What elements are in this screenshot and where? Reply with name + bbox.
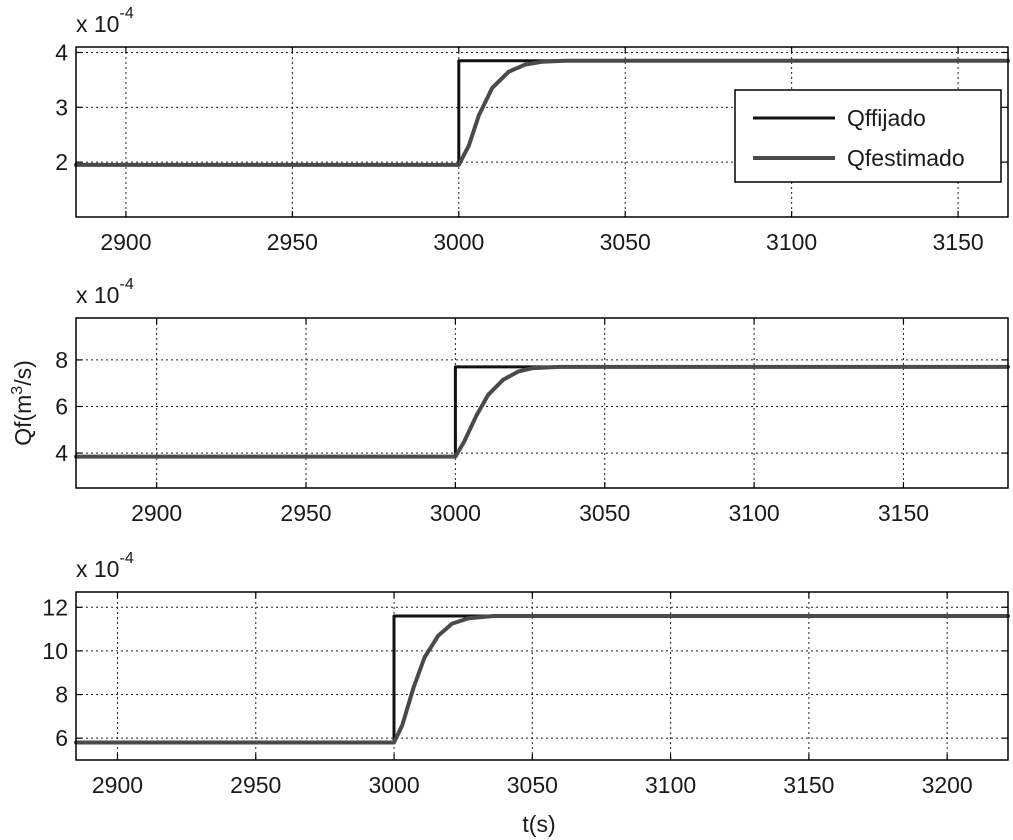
exponent-power: -4	[119, 276, 133, 293]
subplot-1: 2900 2950 3000 3050 3100 3150 2 3 4 x 10-4 Qffijad…	[55, 5, 1010, 255]
plot-area	[76, 318, 1008, 488]
x-tick-label: 2950	[267, 229, 318, 255]
exponent-label: x 10-4	[76, 550, 134, 582]
x-tick-label: 3000	[433, 229, 484, 255]
x-tick-label: 3150	[878, 500, 929, 526]
axes-frame	[75, 46, 1009, 218]
x-tick-label: 2900	[131, 500, 182, 526]
series-line-qfestimado	[74, 364, 1010, 459]
exponent-power: -4	[119, 550, 133, 567]
x-tick-label: 2950	[230, 772, 281, 798]
y-axis-label: Qf(m3/s)	[9, 360, 36, 446]
legend-box	[734, 89, 1002, 183]
series-line-qfestimado	[74, 614, 1010, 745]
y-tick-label: 12	[42, 594, 68, 620]
axes-frame	[75, 591, 1009, 761]
y-tick-label: 8	[55, 347, 68, 373]
y-tick-label: 4	[55, 440, 68, 466]
y-axis-label-tail: /s)	[10, 360, 36, 386]
x-axis-label: t(s)	[522, 811, 555, 837]
x-tick-label: 2900	[100, 229, 151, 255]
x-tick-label: 3000	[368, 772, 419, 798]
x-tick-label: 3050	[579, 500, 630, 526]
y-tick-label: 6	[55, 393, 68, 419]
x-tick-label: 3100	[729, 500, 780, 526]
x-tick-label: 3200	[922, 772, 973, 798]
exponent-label: x 10-4	[76, 276, 134, 308]
plot-area	[76, 592, 1008, 760]
exponent-power: -4	[119, 5, 133, 22]
legend-label: Qffijado	[847, 105, 926, 131]
series-line-qfestimado	[74, 58, 1010, 167]
y-axis-label-sup: 3	[9, 386, 26, 395]
subplot-3: 2900 2950 3000 3050 3100 3150 3200 6 8 10 12 x 10-4…	[42, 550, 1010, 837]
y-tick-label: 10	[42, 638, 68, 664]
x-tick-label: 3050	[600, 229, 651, 255]
y-tick-label: 8	[55, 682, 68, 708]
x-tick-label: 2950	[280, 500, 331, 526]
legend-label: Qfestimado	[847, 145, 965, 171]
x-tick-label: 3100	[766, 229, 817, 255]
x-tick-label: 3150	[783, 772, 834, 798]
x-tick-label: 3150	[932, 229, 983, 255]
y-tick-label: 6	[55, 725, 68, 751]
subplot-2: 2900 2950 3000 3050 3100 3150 4 6 8 x 10-4 Qf(m3/s…	[9, 276, 1010, 526]
y-tick-label: 4	[55, 39, 68, 65]
x-tick-label: 3100	[645, 772, 696, 798]
y-tick-label: 2	[55, 149, 68, 175]
axes-frame	[75, 317, 1009, 489]
x-tick-label: 3000	[430, 500, 481, 526]
x-tick-label: 2900	[92, 772, 143, 798]
exponent-label: x 10-4	[76, 5, 134, 37]
x-tick-label: 3050	[507, 772, 558, 798]
legend: Qffijado Qfestimado	[734, 89, 1002, 183]
y-tick-label: 3	[55, 94, 68, 120]
